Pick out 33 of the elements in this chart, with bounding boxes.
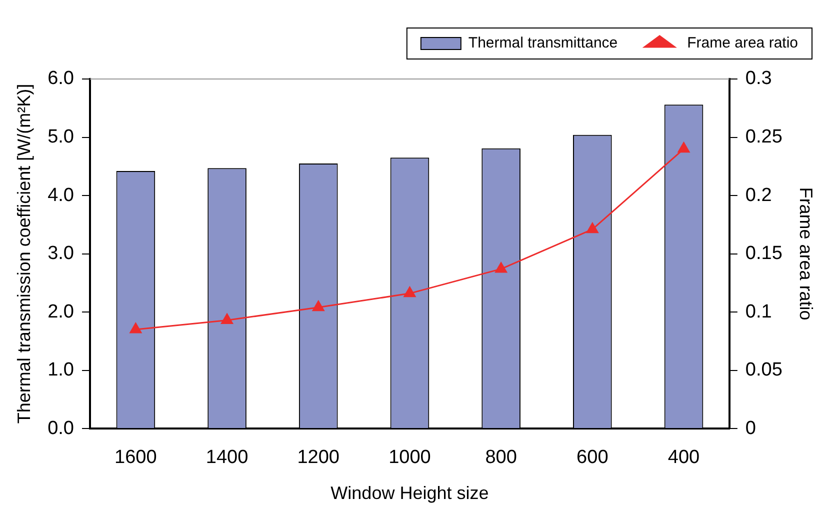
y2-tick-label: 0.15 (745, 243, 782, 264)
y2-tick-label: 0.2 (745, 184, 772, 206)
y-tick-label: 6.0 (48, 68, 74, 90)
y2-tick-label: 0.25 (745, 126, 782, 148)
y2-tick-label: 0.1 (745, 301, 772, 322)
x-tick-label: 800 (485, 447, 517, 468)
x-tick-label: 1000 (388, 447, 431, 468)
x-tick-label: 600 (576, 447, 608, 468)
point (312, 300, 324, 312)
x-tick-label: 1400 (206, 447, 248, 468)
y2-tick-label: 0.3 (745, 68, 772, 90)
y-axis-title: Thermal transmission coefficient [W/(m²K)] (14, 84, 34, 424)
y2-tick-label: 0.05 (745, 360, 782, 381)
x-tick-label: 1600 (114, 447, 157, 468)
y2-axis-title: Frame area ratio (796, 187, 816, 320)
y-tick-label: 0.0 (48, 418, 74, 439)
x-axis-title: Window Height size (330, 483, 489, 504)
y-tick-label: 4.0 (48, 184, 74, 206)
x-tick-label: 400 (668, 447, 700, 468)
y-tick-label: 2.0 (48, 301, 74, 322)
point (586, 222, 598, 234)
point (130, 322, 142, 334)
y-tick-label: 1.0 (48, 360, 74, 381)
point (221, 313, 233, 324)
legend-label: Frame area ratio (687, 34, 798, 52)
legend-label: Thermal transmittance (468, 34, 618, 52)
x-tick-label: 1200 (297, 447, 340, 468)
y-tick-label: 5.0 (48, 126, 74, 148)
y2-tick-label: 0 (745, 418, 756, 439)
point (678, 142, 690, 153)
point (404, 286, 416, 298)
y-tick-label: 3.0 (48, 243, 74, 264)
point (495, 262, 508, 273)
